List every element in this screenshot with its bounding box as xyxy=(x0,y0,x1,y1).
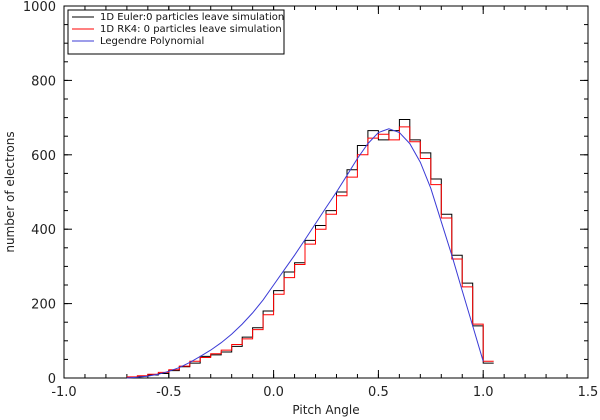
x-tick-label: 0.0 xyxy=(263,385,284,400)
x-tick-label: -1.0 xyxy=(51,385,76,400)
y-tick-label: 600 xyxy=(31,149,56,164)
legend-entry: Legendre Polynomial xyxy=(100,36,204,47)
series-line-1 xyxy=(126,119,494,378)
y-tick-label: 0 xyxy=(48,372,56,387)
legend-entry: 1D RK4: 0 particles leave simulation xyxy=(100,24,282,35)
y-axis-ticks: 0 200 400 600 800 1000 xyxy=(23,0,588,387)
series-line-3 xyxy=(126,128,484,379)
legend: 1D Euler:0 particles leave simulation1D … xyxy=(67,9,285,55)
legend-box xyxy=(67,9,285,55)
y-tick-label: 200 xyxy=(31,298,56,313)
series-layer xyxy=(126,119,494,379)
x-axis-ticks: -1.0 -0.5 0.0 0.5 1.0 1.5 xyxy=(51,6,598,400)
y-tick-label: 800 xyxy=(31,74,56,89)
x-tick-label: 0.5 xyxy=(368,385,389,400)
plot-area xyxy=(63,5,589,379)
x-tick-label: 1.0 xyxy=(473,385,494,400)
legend-entry: 1D Euler:0 particles leave simulation xyxy=(100,12,284,23)
y-tick-label: 1000 xyxy=(23,0,56,15)
series-line-2 xyxy=(126,126,494,378)
x-axis-label: Pitch Angle xyxy=(292,403,359,417)
x-tick-label: 1.5 xyxy=(578,385,599,400)
x-tick-label: -0.5 xyxy=(156,385,181,400)
y-tick-label: 400 xyxy=(31,223,56,238)
y-axis-label: number of electrons xyxy=(3,131,17,252)
